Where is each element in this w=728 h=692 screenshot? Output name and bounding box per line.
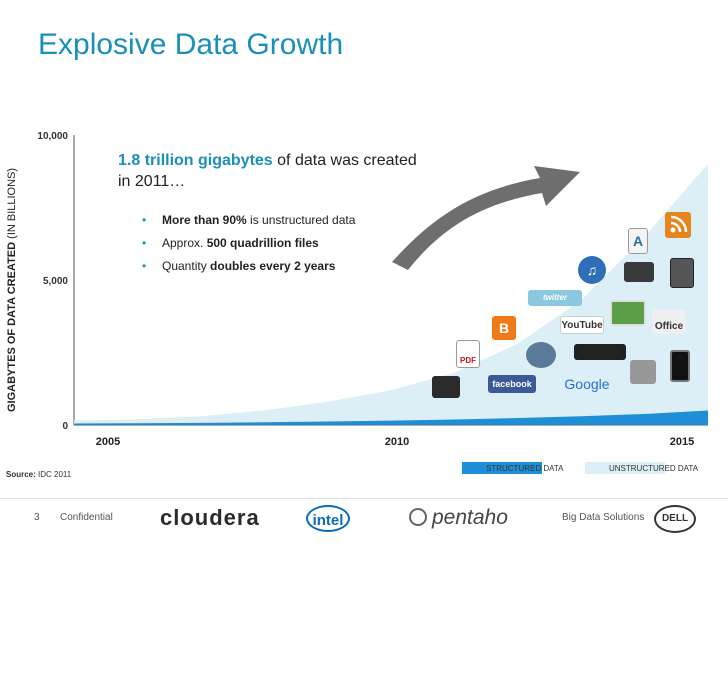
x-tick-label: 2015 [670,436,694,448]
y-tick-label: 10,000 [37,131,68,142]
dvd-player-icon [574,344,626,360]
twitter-icon: twitter [528,290,582,306]
structured-area [74,410,708,425]
pdf-icon: PDF [456,340,480,368]
x-tick-label: 2005 [96,436,120,448]
itunes-icon: ♫ [578,256,606,284]
fax-icon [630,360,656,384]
chart: 0 5,000 10,000 2005 2010 2015 STRUCTURED DATA U… [37,131,708,474]
google-icon: Google [564,376,610,392]
bullet-item: More than 90% is unstructured data [140,213,355,236]
big-data-solutions-label: Big Data Solutions [562,512,645,523]
intel-logo: intel [306,505,350,532]
photo-viewer-icon [610,300,646,326]
callout-text: 1.8 trillion gigabytes of data was creat… [118,150,418,192]
callout-highlight: 1.8 trillion gigabytes [118,152,273,169]
callout-rest: of data was created in 2011… [118,152,417,190]
source-note: Source: IDC 2011 [6,470,71,479]
camcorder-icon [624,262,654,282]
legend-swatch [585,462,665,474]
pentaho-mark-icon [409,508,427,526]
legend-label: UNSTRUCTURED DATA [609,464,699,473]
camera-icon [432,376,460,398]
facebook-icon: facebook [488,375,536,393]
confidential-label: Confidential [60,512,113,523]
pentaho-logo: pentaho [432,506,508,529]
cloudera-logo: cloudera [160,505,260,530]
bullet-list: More than 90% is unstructured data Appro… [140,213,355,282]
footer-divider [0,498,728,499]
document-icon: A [628,228,648,254]
source-value: IDC 2011 [38,470,72,479]
bullet-item: Approx. 500 quadrillion files [140,236,355,259]
y-tick-label: 5,000 [43,276,68,287]
source-label: Source: [6,470,36,479]
dell-logo: DELL [654,505,696,533]
rss-icon [665,212,691,238]
legend-swatch [462,462,542,474]
legend-label: STRUCTURED DATA [486,464,564,473]
y-tick-label: 0 [62,421,68,432]
webcam-icon [526,342,556,368]
bullet-item: Quantity doubles every 2 years [140,259,355,282]
blogger-icon: B [492,316,516,340]
page-title: Explosive Data Growth [38,28,344,61]
x-tick-label: 2010 [385,436,409,448]
growth-arrow [392,166,580,270]
office-icon: Office [652,310,686,334]
smartphone-icon [670,258,694,288]
iphone-icon [670,350,690,382]
youtube-icon: YouTube [560,316,604,334]
page-number: 3 [34,512,40,523]
